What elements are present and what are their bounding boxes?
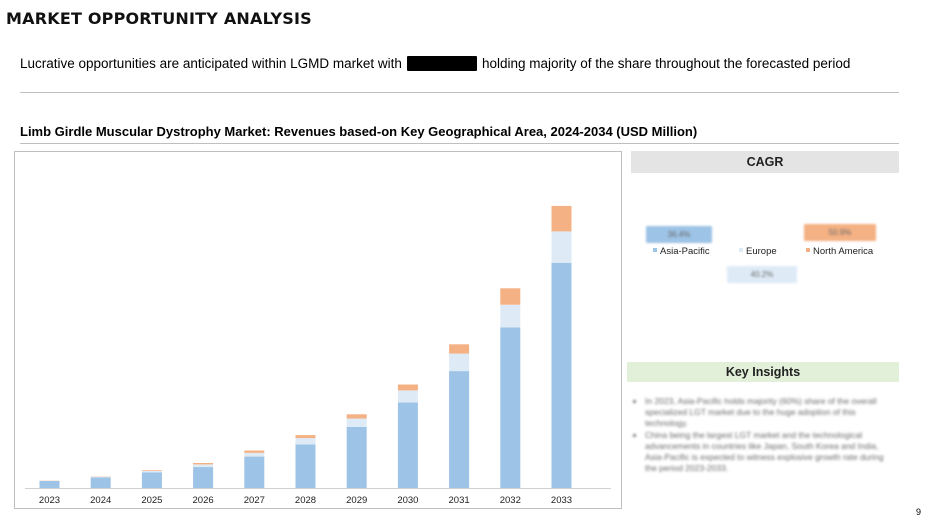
cagr-header: CAGR — [631, 151, 899, 173]
bar-asia-pacific-2025 — [141, 472, 162, 488]
bar-europe-2027 — [244, 452, 265, 457]
x-tick-label-2025: 2025 — [141, 495, 162, 506]
x-tick-label-2027: 2027 — [244, 495, 265, 506]
redaction-bar — [406, 56, 477, 71]
bar-north-america-2025 — [141, 470, 162, 471]
x-tick-label-2023: 2023 — [39, 495, 60, 506]
bar-europe-2029 — [346, 418, 367, 427]
x-tick-label-2030: 2030 — [397, 495, 418, 506]
chart-heading: Limb Girdle Muscular Dystrophy Market: R… — [20, 124, 698, 139]
bar-asia-pacific-2027 — [244, 456, 265, 488]
cagr-asia-pacific-value: 36.4% — [646, 226, 712, 243]
bar-north-america-2026 — [193, 463, 214, 465]
bar-north-america-2030 — [397, 384, 418, 391]
x-tick-label-2032: 2032 — [500, 495, 521, 506]
cagr-north-america-value: 50.9% — [804, 224, 876, 241]
legend-item-asia-pacific: Asia-Pacific — [653, 246, 710, 257]
divider-top — [20, 92, 899, 93]
legend-swatch-asia-pacific — [653, 248, 657, 252]
x-tick-label-2029: 2029 — [346, 495, 367, 506]
bar-europe-2033 — [551, 231, 572, 263]
stacked-bar-chart: 2023 2024 2025 2026 2027 2028 2029 2030 2031 2032… — [25, 205, 611, 506]
insight-bullet-2: China being the largest LGT market and t… — [645, 430, 893, 473]
bar-north-america-2033 — [551, 205, 572, 232]
subtitle-text-start: Lucrative opportunities are anticipated … — [20, 56, 402, 71]
legend-item-europe: Europe — [739, 246, 777, 257]
bar-asia-pacific-2024 — [90, 477, 111, 488]
key-insights-header: Key Insights — [627, 362, 899, 382]
bar-europe-2025 — [141, 470, 162, 473]
bar-europe-2032 — [500, 304, 521, 328]
bar-north-america-2027 — [244, 450, 265, 453]
bar-asia-pacific-2023 — [39, 481, 60, 488]
bar-europe-2030 — [397, 390, 418, 403]
slide-title: MARKET OPPORTUNITY ANALYSIS — [6, 9, 312, 28]
subtitle-text-end: holding majority of the share throughout… — [481, 56, 851, 71]
chart-area: 2023 2024 2025 2026 2027 2028 2029 2030 2031 2032… — [14, 151, 622, 509]
insight-bullet-1: In 2023, Asia-Pacific holds majority (60… — [645, 396, 893, 428]
subtitle: Lucrative opportunities are anticipated … — [20, 56, 850, 71]
x-tick-label-2031: 2031 — [449, 495, 470, 506]
bar-north-america-2028 — [295, 435, 316, 439]
bar-north-america-2031 — [449, 344, 470, 354]
divider-heading — [20, 143, 899, 144]
bar-north-america-2029 — [346, 414, 367, 419]
legend-swatch-north-america — [806, 248, 810, 252]
bar-asia-pacific-2031 — [449, 371, 470, 488]
x-tick-label-2026: 2026 — [193, 495, 214, 506]
legend-label-asia-pacific: Asia-Pacific — [660, 246, 710, 257]
page-number: 9 — [916, 507, 922, 517]
bar-asia-pacific-2026 — [193, 467, 214, 488]
x-tick-label-2033: 2033 — [551, 495, 572, 506]
bar-asia-pacific-2028 — [295, 444, 316, 488]
bar-asia-pacific-2029 — [346, 426, 367, 488]
legend-item-north-america: North America — [806, 246, 873, 257]
bar-europe-2024 — [90, 476, 111, 478]
cagr-europe-value: 40.2% — [727, 266, 797, 283]
x-tick-label-2028: 2028 — [295, 495, 316, 506]
bar-asia-pacific-2033 — [551, 262, 572, 488]
legend-label-europe: Europe — [746, 246, 777, 257]
legend-label-north-america: North America — [813, 246, 874, 257]
bar-north-america-2032 — [500, 288, 521, 305]
legend-swatch-europe — [739, 248, 743, 252]
bar-europe-2031 — [449, 353, 470, 372]
bar-europe-2028 — [295, 438, 316, 445]
key-insights-body: In 2023, Asia-Pacific holds majority (60… — [631, 396, 893, 476]
bar-europe-2026 — [193, 464, 214, 467]
bar-asia-pacific-2030 — [397, 402, 418, 488]
bar-asia-pacific-2032 — [500, 327, 521, 488]
x-tick-label-2024: 2024 — [90, 495, 111, 506]
